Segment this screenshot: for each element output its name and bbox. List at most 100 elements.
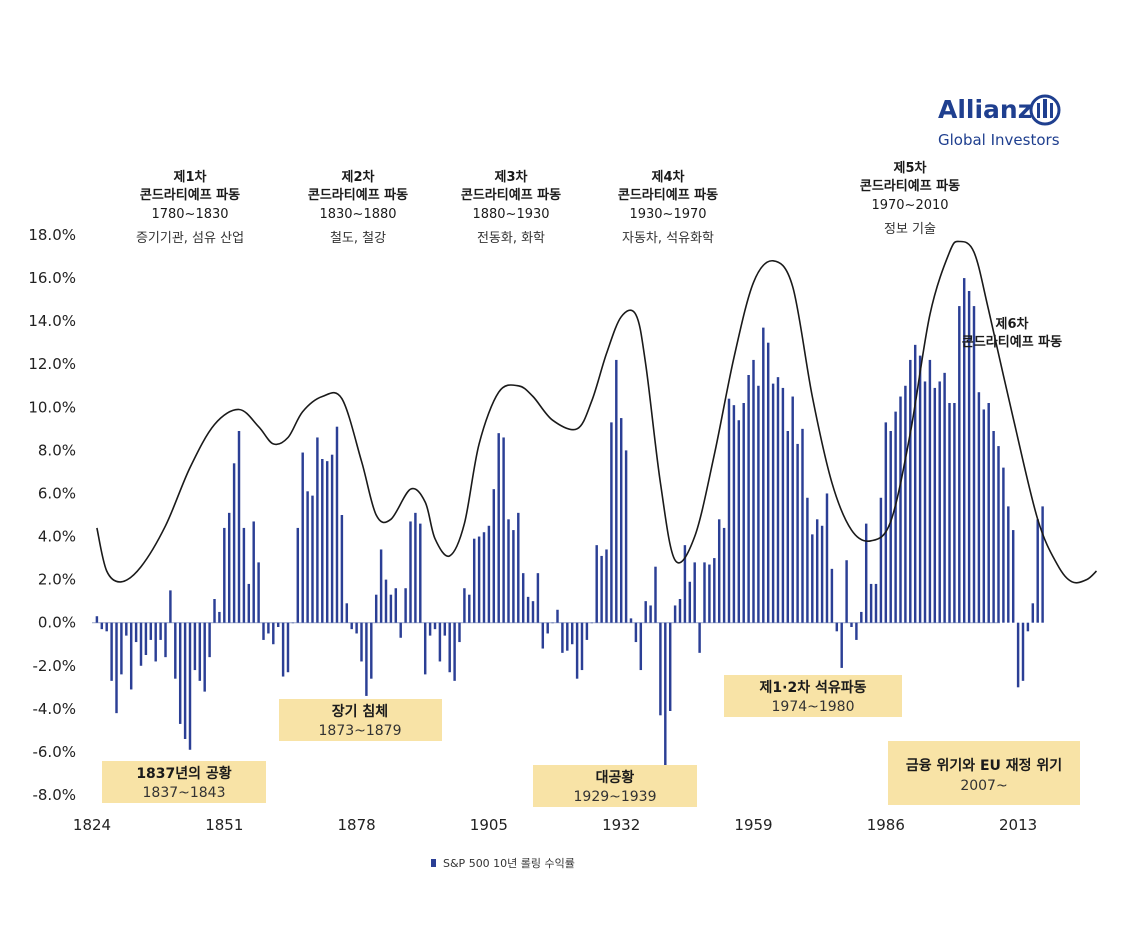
return-bar (492, 489, 496, 623)
return-bar (820, 525, 824, 623)
return-bar (762, 327, 765, 623)
return-bar (178, 622, 182, 724)
return-bar (860, 611, 863, 623)
wave-3-subtitle: 콘드라티예프 파동 (461, 187, 561, 203)
return-bar (811, 534, 814, 623)
return-bar (624, 450, 628, 623)
return-bar (129, 622, 133, 690)
return-bar (399, 622, 402, 638)
return-bar (585, 622, 589, 640)
return-bar (1031, 603, 1035, 623)
return-bar (590, 622, 594, 624)
return-bar (448, 622, 451, 673)
x-tick-label: 1932 (602, 816, 640, 834)
return-bar (306, 491, 309, 623)
return-bar (286, 622, 290, 673)
return-bar (801, 428, 804, 623)
return-bar (678, 599, 682, 623)
wave-2-tech: 철도, 철강 (330, 231, 386, 246)
return-bar (443, 622, 447, 636)
return-bar (752, 359, 755, 623)
crisis-box-great-depression: 대공황 1929~1939 (533, 765, 697, 807)
return-bar (972, 306, 976, 623)
x-tick-label: 1905 (470, 816, 508, 834)
return-bar (477, 536, 481, 623)
crisis-1837-years: 1837~1843 (143, 785, 226, 801)
return-bar (634, 622, 638, 643)
x-tick-label: 1878 (338, 816, 376, 834)
return-bar (330, 454, 334, 623)
return-bar (615, 359, 618, 623)
return-bar (365, 622, 368, 696)
return-bar (134, 622, 138, 643)
crisis-financial-title: 금융 위기와 EU 재정 위기 (906, 757, 1062, 774)
return-bar (296, 527, 300, 623)
allianz-logo: Allianz Global Investors (938, 94, 1061, 149)
return-bar (237, 431, 241, 623)
y-tick-label: 2.0% (38, 571, 76, 589)
return-bar (350, 622, 353, 630)
return-bar (428, 622, 432, 636)
return-bar (1007, 506, 1010, 623)
return-bar (688, 581, 692, 623)
legend: S&P 500 10년 롤링 수익률 (431, 857, 575, 870)
return-bar (144, 622, 148, 655)
y-tick-label: 0.0% (38, 614, 76, 632)
y-tick-label: 18.0% (28, 226, 76, 244)
return-bar (1041, 506, 1044, 623)
wave-label-4: 제4차 콘드라티예프 파동 1930~1970 자동차, 석유화학 (618, 169, 718, 246)
return-bar (938, 381, 941, 623)
return-bar (1002, 467, 1005, 623)
return-bar (776, 377, 780, 623)
x-tick-label: 1986 (867, 816, 905, 834)
return-bar (948, 403, 951, 623)
return-bar (815, 519, 819, 623)
return-bar (252, 521, 255, 623)
return-bar (321, 459, 324, 623)
return-bar (526, 596, 530, 623)
return-bar (423, 622, 427, 675)
return-bar (472, 538, 476, 623)
y-tick-label: -2.0% (32, 657, 76, 675)
return-bar (340, 515, 344, 623)
return-bar (668, 622, 672, 711)
return-bar (242, 527, 246, 623)
return-bar (203, 622, 206, 692)
return-bar (404, 588, 407, 623)
return-bars (95, 278, 1044, 767)
return-bar (139, 622, 143, 666)
wave-3-title: 제3차 (495, 169, 528, 185)
return-bar (889, 431, 892, 623)
return-bar (115, 622, 118, 714)
return-bar (247, 583, 251, 623)
return-bar (335, 426, 339, 623)
return-bar (639, 622, 643, 671)
return-bar (556, 609, 559, 623)
return-bar (605, 549, 608, 623)
return-bar (453, 622, 456, 681)
x-axis: 1824 1851 1878 1905 1932 1959 1986 2013 (73, 816, 1037, 834)
return-bar (683, 545, 687, 623)
return-bar (840, 622, 843, 668)
wave-4-subtitle: 콘드라티예프 파동 (618, 187, 718, 203)
return-bar (953, 403, 956, 623)
return-bar (874, 583, 878, 623)
return-bar (316, 437, 319, 623)
y-tick-label: -6.0% (32, 743, 76, 761)
crisis-box-financial-crisis: 금융 위기와 EU 재정 위기 2007~ (888, 741, 1080, 805)
return-bar (806, 497, 809, 623)
return-bar (845, 560, 848, 623)
wave-4-years: 1930~1970 (629, 207, 706, 222)
crisis-long-depression-years: 1873~1879 (319, 723, 402, 739)
crisis-great-depression-years: 1929~1939 (574, 789, 657, 805)
return-bar (164, 622, 167, 658)
return-bar (649, 605, 652, 623)
return-bar (943, 372, 946, 623)
return-bar (198, 622, 202, 681)
wave-5-years: 1970~2010 (871, 198, 948, 213)
y-tick-label: -8.0% (32, 786, 76, 804)
return-bar (654, 566, 657, 623)
return-bar (379, 549, 383, 623)
return-bar (120, 622, 123, 675)
